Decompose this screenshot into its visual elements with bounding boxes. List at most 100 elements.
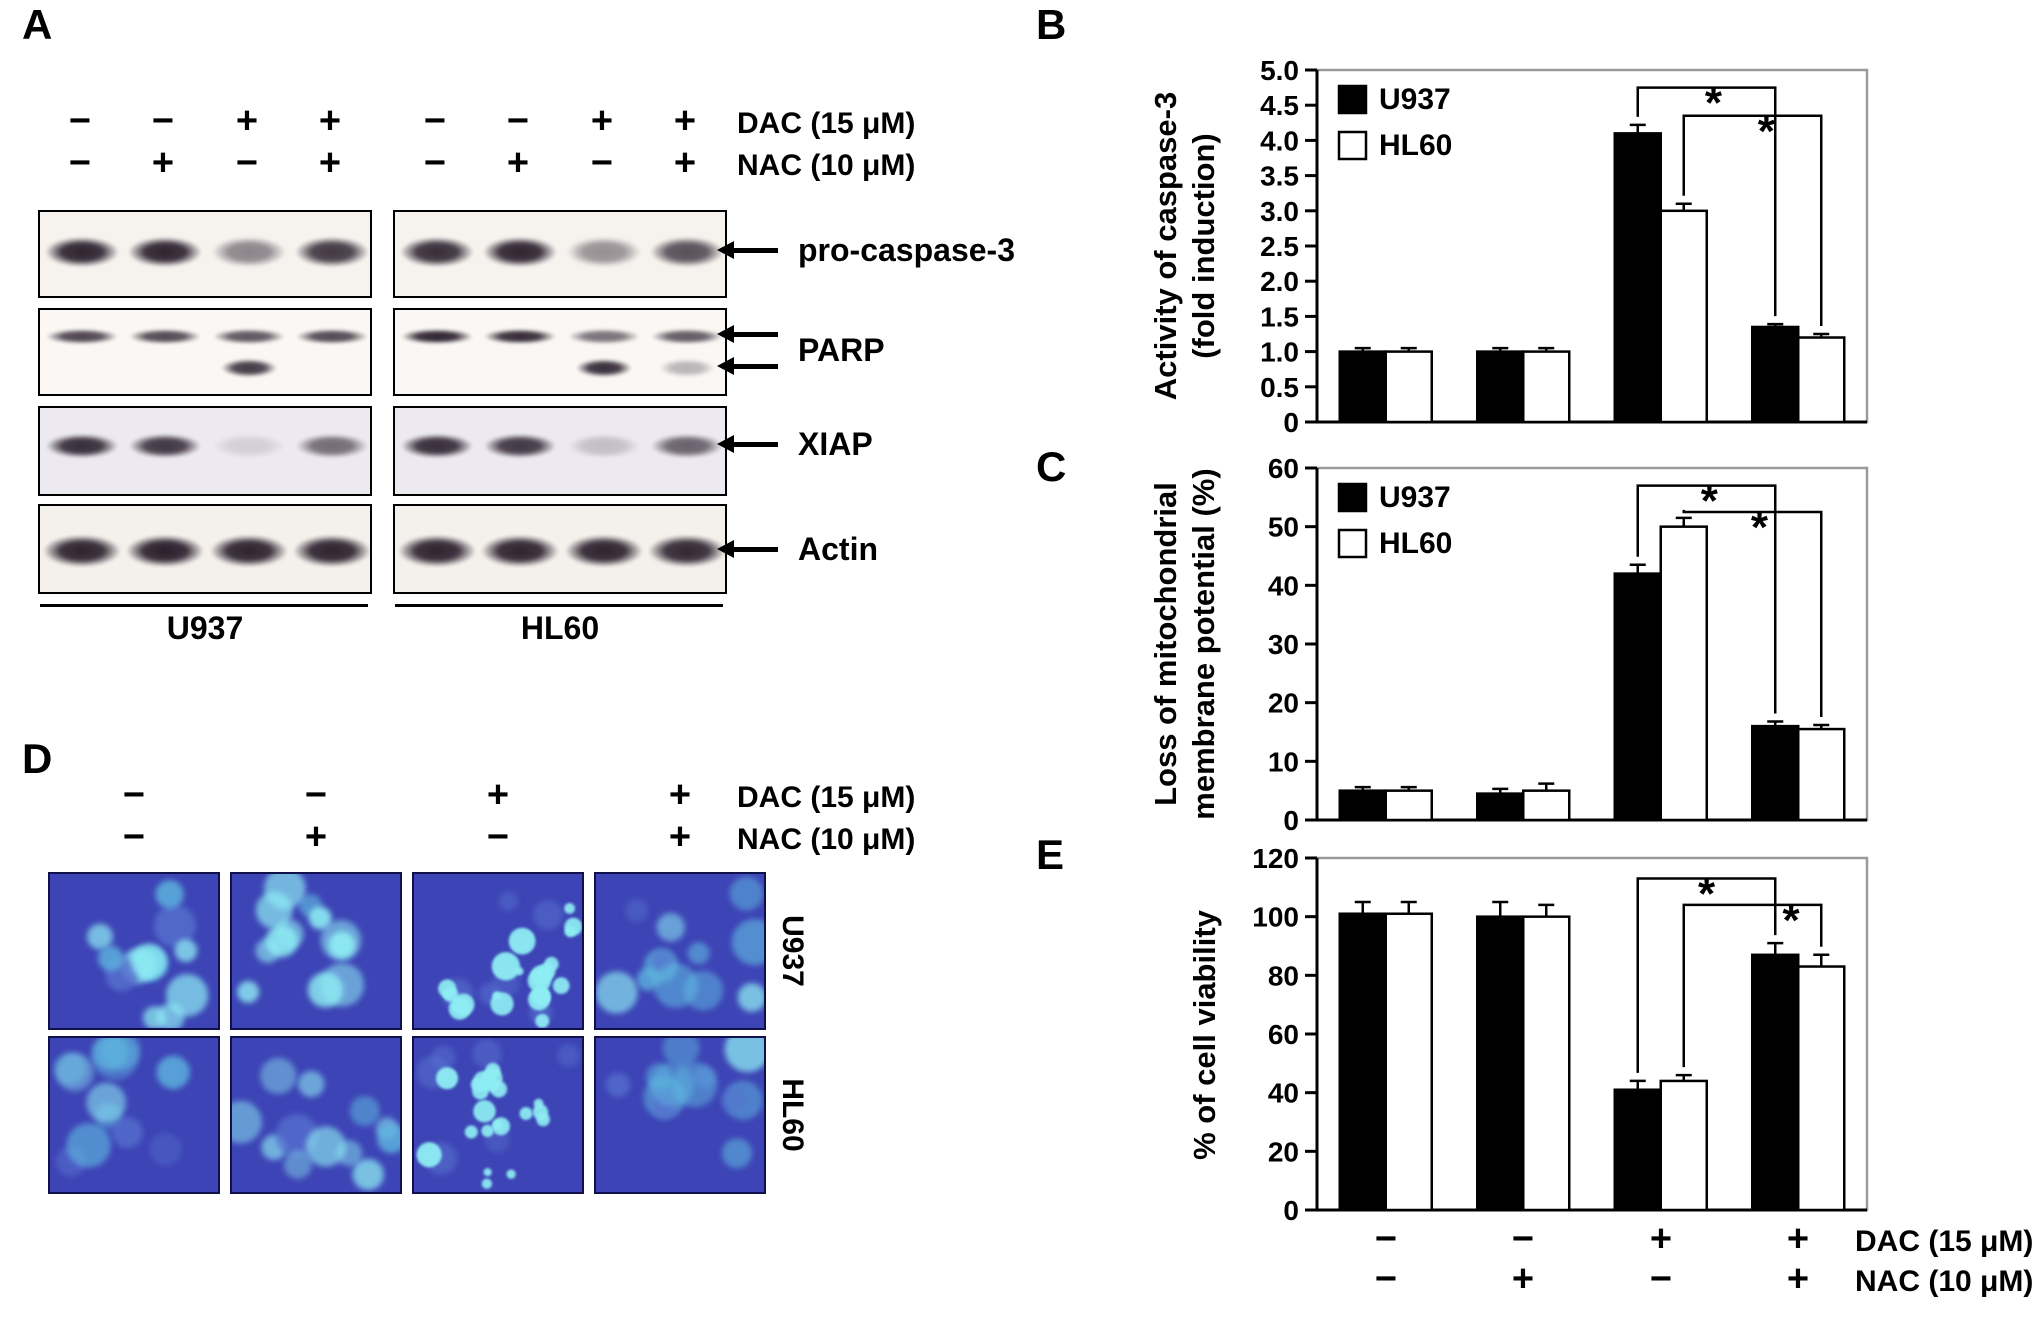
legend-swatch-u937 <box>1337 482 1368 513</box>
bar-hl60-group3 <box>1659 209 1708 424</box>
protein-band <box>651 433 723 458</box>
protein-band <box>483 236 557 267</box>
a-nac-sign-1: − <box>68 142 92 184</box>
cell-nucleus <box>260 1057 297 1095</box>
nuclei-stain-image <box>50 1038 218 1192</box>
bar-u937-group4 <box>1751 325 1800 424</box>
y-tick-label: 4.5 <box>1260 90 1299 121</box>
y-tick-label: 40 <box>1268 1078 1299 1109</box>
a-dac-sign-6: − <box>506 100 530 142</box>
d-dac-sign-1: − <box>122 774 146 816</box>
blot-arrow-icon <box>717 325 778 343</box>
y-tick-label: 1.5 <box>1260 301 1299 332</box>
bar-u937-group2 <box>1476 792 1525 822</box>
blot-protein-label: XIAP <box>798 426 873 462</box>
significance-star: * <box>1751 503 1769 552</box>
bar-u937-group1 <box>1338 912 1387 1212</box>
bar-hl60-group1 <box>1384 789 1433 822</box>
bar-hl60-group2 <box>1522 789 1571 822</box>
cell-nucleus <box>174 939 198 962</box>
micrograph-HL60-lane1 <box>48 1036 220 1194</box>
protein-band <box>296 328 368 344</box>
y-tick-label: 10 <box>1268 746 1299 777</box>
blot-XIAP-HL60 <box>393 406 727 496</box>
legend-label-hl60: HL60 <box>1379 527 1452 560</box>
y-axis-title-line: % of cell viability <box>1187 910 1222 1160</box>
cell-nucleus <box>435 1067 459 1090</box>
y-tick-label: 0.5 <box>1260 372 1299 403</box>
a-dac-label: DAC (15 μM) <box>737 107 916 140</box>
legend-swatch-hl60 <box>1337 528 1368 559</box>
cell-nucleus <box>672 1062 718 1108</box>
cell-nucleus <box>481 1124 494 1138</box>
cell-nucleus <box>111 1116 143 1149</box>
blot-arrow-icon <box>717 357 778 375</box>
panel-label-c: C <box>1036 443 1067 490</box>
cell-nucleus <box>506 1169 516 1179</box>
a-dac-sign-7: + <box>590 100 614 142</box>
cell-nucleus <box>352 1158 384 1191</box>
chart-e-cell-viability: 0 20 40 60 80 100 120 * * <box>1252 843 1869 1226</box>
protein-band <box>210 535 288 567</box>
a-nac-sign-3: − <box>235 142 259 184</box>
micrograph-HL60-lane4 <box>594 1036 766 1194</box>
e-nac-label: NAC (10 μM) <box>1855 1265 2034 1298</box>
y-tick-label: 20 <box>1268 1136 1299 1167</box>
bar-u937-group4 <box>1751 724 1800 822</box>
nuclei-stain-image <box>50 874 218 1028</box>
blot-PARP-U937 <box>38 308 372 396</box>
significance-star: * <box>1705 79 1723 128</box>
a-dac-sign-2: − <box>151 100 175 142</box>
d-dac-sign-3: + <box>486 774 510 816</box>
protein-band <box>43 535 121 567</box>
a-nac-sign-7: − <box>590 142 614 184</box>
cell-nucleus <box>305 1126 347 1167</box>
a-nac-sign-2: + <box>151 142 175 184</box>
cell-nucleus <box>535 1013 550 1028</box>
panel-label-a: A <box>22 1 53 48</box>
blot-protein-label: PARP <box>798 332 885 368</box>
protein-band <box>221 359 277 378</box>
chart-b-y-axis-title: Activity of caspase-3 (fold induction) <box>1147 36 1223 456</box>
bar-hl60-group1 <box>1384 912 1433 1212</box>
cell-nucleus <box>564 902 576 914</box>
panel-label-d: D <box>22 735 53 782</box>
cell-nucleus <box>519 1107 533 1120</box>
nuclei-stain-image <box>414 874 582 1028</box>
cell-nucleus <box>92 1038 139 1080</box>
cell-nucleus <box>720 1086 747 1113</box>
protein-band <box>567 236 641 267</box>
d-row-label-hl60: HL60 <box>776 1078 809 1152</box>
d-nac-label: NAC (10 μM) <box>737 823 916 856</box>
y-tick-label: 1.0 <box>1260 337 1299 368</box>
d-row-label-u937: U937 <box>776 915 809 987</box>
nuclei-stain-image <box>596 1038 764 1192</box>
a-nac-sign-6: + <box>506 142 530 184</box>
significance-bracket <box>1636 877 1777 1073</box>
protein-band <box>568 328 640 344</box>
y-tick-label: 60 <box>1268 1019 1299 1050</box>
cell-nucleus <box>552 977 570 995</box>
bar-u937-group2 <box>1476 915 1525 1212</box>
micrograph-U937-lane1 <box>48 872 220 1030</box>
cell-nucleus <box>66 1123 111 1168</box>
cell-nucleus <box>564 917 582 936</box>
bar-hl60-group3 <box>1659 525 1708 822</box>
cell-nucleus <box>349 1096 380 1127</box>
significance-bracket <box>1682 114 1823 326</box>
y-tick-label: 120 <box>1252 843 1299 874</box>
legend-label-u937: U937 <box>1379 481 1451 514</box>
bar-hl60-group3 <box>1659 1079 1708 1212</box>
d-dac-sign-4: + <box>668 774 692 816</box>
e-nac-sign-2: + <box>1511 1258 1535 1300</box>
panel-label-b: B <box>1036 1 1067 48</box>
cell-nucleus <box>536 1112 551 1127</box>
blot-arrow-icon <box>717 435 778 453</box>
cell-nucleus <box>328 931 356 959</box>
cell-nucleus <box>130 943 167 980</box>
cell-nucleus <box>490 992 514 1016</box>
cell-nucleus <box>265 925 298 958</box>
cell-nucleus <box>687 942 710 965</box>
bar-u937-group3 <box>1613 1088 1662 1212</box>
